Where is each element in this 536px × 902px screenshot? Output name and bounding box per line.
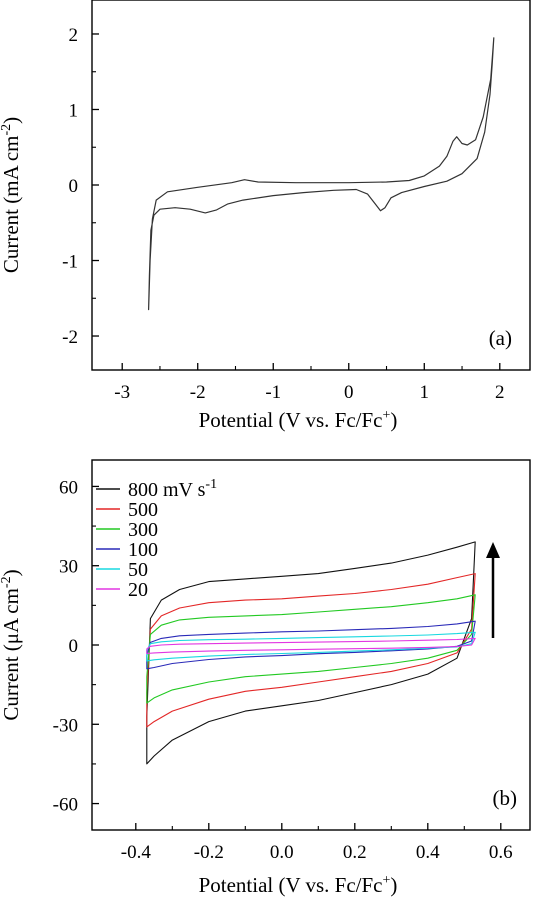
legend-label-4-text: 50 <box>128 559 148 581</box>
panel-b-y-axis-label: Current (μA cm-2) <box>0 569 23 720</box>
cv-series-2-line <box>146 594 476 704</box>
panel-a-x-tick-label: 2 <box>495 382 505 403</box>
panel-a-y-tick-label: -2 <box>62 327 78 348</box>
cv-series-0-line <box>146 541 476 765</box>
panel-a-y-tick-label: 2 <box>69 25 79 46</box>
panel-a-y-axis-label-sup: -2 <box>0 124 14 136</box>
cv-series-1-line <box>146 573 476 728</box>
legend-label-0: 800 mV s-1 <box>128 477 217 501</box>
panel-b-y-tick-label: 0 <box>69 636 79 657</box>
panel-a-y-axis-label: Current (mA cm-2) <box>0 117 23 273</box>
legend-label-1: 500 <box>128 499 158 521</box>
panel-b-y-tick-label: 30 <box>59 557 78 578</box>
legend-label-5: 20 <box>128 579 148 601</box>
panel-a-chart: -3 -2 -1 0 1 2 -2 -1 0 1 2 (a) Potential (V vs. F… <box>0 0 531 432</box>
panel-a-x-tick-label: -3 <box>114 382 130 403</box>
legend-label-0-sup: -1 <box>205 477 217 492</box>
panel-a-x-tick-label: -2 <box>190 382 206 403</box>
panel-b-chart: -0.4 -0.2 0.0 0.2 0.4 0.6 -60 -30 0 30 60 800 mV … <box>0 459 531 897</box>
increase-arrow-head <box>486 542 500 558</box>
panel-b-x-tick-label: 0.4 <box>416 842 440 863</box>
panel-b-x-tick-label: 0.2 <box>343 842 367 863</box>
panel-a-label: (a) <box>489 326 512 350</box>
panel-b-y-ticks: -60 -30 0 30 60 <box>53 477 99 816</box>
panel-b-y-tick-label: 60 <box>59 477 78 498</box>
panel-b-y-axis-label-end: ) <box>0 569 23 576</box>
panel-b-y-tick-label: -30 <box>53 715 78 736</box>
panel-a-x-axis-label-sup: + <box>383 408 391 423</box>
panel-a-x-axis-label-text: Potential (V vs. Fc/Fc <box>199 408 383 432</box>
legend-label-2: 300 <box>128 519 158 541</box>
legend-label-2-text: 300 <box>128 519 158 541</box>
panel-a-x-axis-label-end: ) <box>390 408 397 432</box>
panel-a-y-axis-label-end: ) <box>0 117 23 124</box>
legend-label-3: 100 <box>128 539 158 561</box>
panel-a-x-tick-label: 1 <box>420 382 430 403</box>
panel-a-y-axis-label-text: Current (mA cm <box>0 136 23 274</box>
panel-a-x-tick-label: 0 <box>344 382 354 403</box>
panel-b-x-tick-label: -0.2 <box>194 842 224 863</box>
panel-a-y-tick-label: 1 <box>69 100 79 121</box>
cv-series-4-line <box>146 631 476 662</box>
panel-b-x-tick-label: 0.0 <box>270 842 294 863</box>
cv-series-5-line <box>146 637 476 655</box>
panel-a-x-tick-label: -1 <box>265 382 281 403</box>
cv-series-3-line <box>146 620 476 670</box>
panel-b-label: (b) <box>493 786 518 810</box>
panel-b-x-ticks: -0.4 -0.2 0.0 0.2 0.4 0.6 <box>121 823 513 863</box>
cv-trace-line <box>148 37 495 311</box>
panel-a-plot-frame <box>91 0 531 371</box>
panel-a-y-tick-label: -1 <box>62 252 78 273</box>
panel-a-y-ticks: -2 -1 0 1 2 <box>62 25 99 348</box>
legend-label-4: 50 <box>128 559 148 581</box>
legend-label-1-text: 500 <box>128 499 158 521</box>
panel-b-x-axis-label-sup: + <box>383 873 391 888</box>
panel-b-x-tick-label: -0.4 <box>121 842 152 863</box>
legend-label-5-text: 20 <box>128 579 148 601</box>
panel-a-x-ticks: -3 -2 -1 0 1 2 <box>114 363 505 403</box>
panel-a-series-group <box>148 37 495 311</box>
increase-arrow <box>486 542 500 638</box>
legend-label-3-text: 100 <box>128 539 158 561</box>
panel-b-x-tick-label: 0.6 <box>489 842 513 863</box>
panel-b-x-axis-label: Potential (V vs. Fc/Fc+) <box>199 873 398 897</box>
panel-b-y-axis-label-sup: -2 <box>0 576 14 588</box>
panel-b-y-axis-label-text: Current (μA cm <box>0 588 23 721</box>
panel-a-y-tick-label: 0 <box>69 176 79 197</box>
panel-b-x-axis-label-end: ) <box>390 873 397 897</box>
panel-a-x-axis-label: Potential (V vs. Fc/Fc+) <box>199 408 398 432</box>
legend-label-0-text: 800 mV s <box>128 479 206 501</box>
panel-b-y-tick-label: -60 <box>53 795 78 816</box>
panel-b-x-axis-label-text: Potential (V vs. Fc/Fc <box>199 873 383 897</box>
panel-b-series-group <box>146 541 476 765</box>
